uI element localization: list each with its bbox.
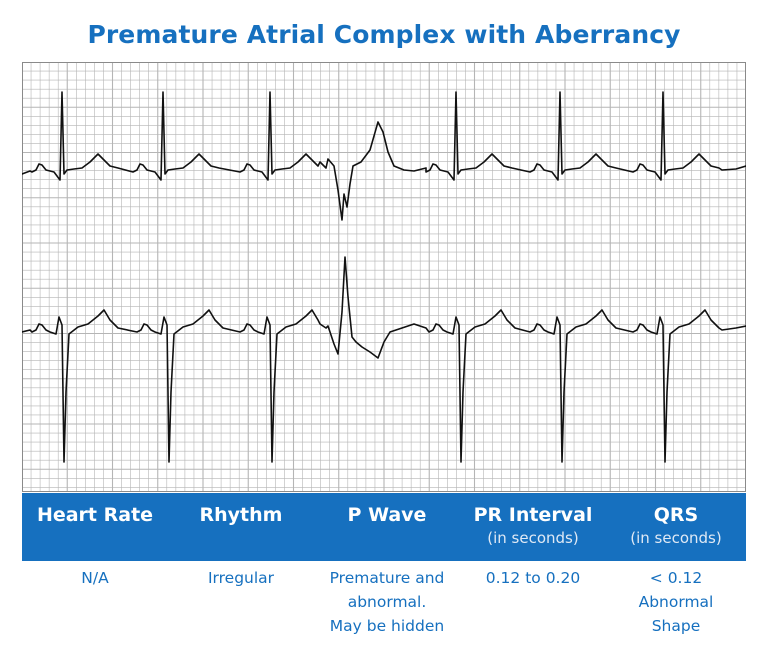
header-label: P Wave [347,504,427,526]
header-label: QRS [653,504,699,526]
ecg-grid [22,62,746,492]
value-line: May be hidden [329,617,445,635]
value-pr-interval: 0.12 to 0.20 [460,566,606,590]
value-line: Irregular [207,569,275,587]
value-qrs: < 0.12 Abnormal Shape [606,566,746,638]
header-label: Rhythm [199,504,283,526]
header-label: Heart Rate [36,504,154,526]
header-qrs: QRS (in seconds) [606,503,746,549]
page-title: Premature Atrial Complex with Aberrancy [87,20,681,49]
value-line: < 0.12 [649,569,703,587]
value-line: abnormal. [347,593,427,611]
value-p-wave: Premature and abnormal. May be hidden [314,566,460,638]
value-line: Premature and [329,569,445,587]
header-p-wave: P Wave [314,503,460,527]
header-heart-rate: Heart Rate [22,503,168,527]
value-line: Abnormal [638,593,714,611]
ecg-strip [22,62,746,492]
header-rhythm: Rhythm [168,503,314,527]
value-line: Shape [651,617,701,635]
header-unit: (in seconds) [630,529,722,547]
value-line: 0.12 to 0.20 [485,569,581,587]
value-rhythm: Irregular [168,566,314,590]
value-heart-rate: N/A [22,566,168,590]
ecg-trace-lead-2 [22,256,746,463]
grid-border [22,62,746,492]
table-values: N/A Irregular Premature and abnormal. Ma… [22,562,746,642]
header-unit: (in seconds) [487,529,579,547]
value-line: N/A [81,569,109,587]
table-header: Heart Rate Rhythm P Wave PR Interval (in… [22,493,746,561]
header-pr-interval: PR Interval (in seconds) [460,503,606,549]
header-label: PR Interval [473,504,593,526]
ecg-trace-lead-1 [22,91,746,221]
